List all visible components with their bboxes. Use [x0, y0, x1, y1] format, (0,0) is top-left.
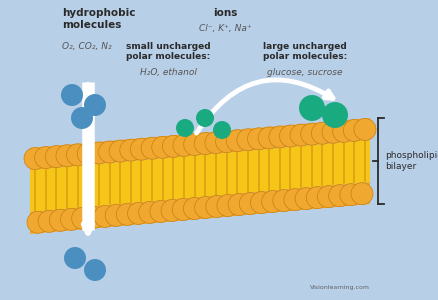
Circle shape	[184, 134, 206, 155]
Circle shape	[228, 194, 250, 215]
Circle shape	[261, 190, 284, 213]
Text: ions: ions	[213, 8, 237, 18]
Circle shape	[322, 121, 344, 143]
Circle shape	[258, 127, 280, 149]
Circle shape	[205, 132, 227, 154]
Circle shape	[88, 142, 110, 164]
Circle shape	[290, 124, 312, 146]
Circle shape	[141, 137, 163, 159]
Circle shape	[301, 123, 323, 145]
Circle shape	[72, 207, 94, 230]
Circle shape	[184, 197, 205, 220]
Circle shape	[247, 128, 269, 150]
Circle shape	[273, 190, 295, 211]
Circle shape	[311, 122, 333, 144]
Circle shape	[215, 131, 237, 153]
Circle shape	[217, 194, 239, 217]
Circle shape	[84, 259, 106, 281]
FancyArrowPatch shape	[197, 80, 333, 133]
Circle shape	[306, 187, 328, 208]
Text: small uncharged
polar molecules:: small uncharged polar molecules:	[126, 42, 210, 62]
Circle shape	[173, 134, 195, 156]
Circle shape	[226, 130, 248, 152]
Circle shape	[35, 147, 57, 169]
Circle shape	[194, 196, 216, 218]
Circle shape	[162, 135, 184, 157]
Polygon shape	[30, 118, 370, 170]
Circle shape	[284, 189, 306, 211]
Circle shape	[340, 184, 362, 206]
Text: Visionlearning.com: Visionlearning.com	[310, 285, 370, 290]
Circle shape	[279, 125, 301, 147]
Circle shape	[45, 146, 67, 168]
Circle shape	[105, 204, 127, 226]
Circle shape	[109, 140, 131, 162]
Circle shape	[67, 144, 88, 166]
Polygon shape	[30, 182, 370, 234]
Circle shape	[56, 145, 78, 167]
Circle shape	[318, 186, 339, 208]
Circle shape	[172, 199, 194, 220]
Circle shape	[333, 120, 355, 142]
Circle shape	[127, 202, 149, 224]
Circle shape	[139, 201, 161, 224]
Circle shape	[150, 200, 172, 223]
Circle shape	[299, 95, 325, 121]
Circle shape	[343, 119, 365, 141]
Text: O₂, CO₂, N₂: O₂, CO₂, N₂	[62, 42, 112, 51]
Circle shape	[194, 133, 216, 154]
Text: Cl⁻, K⁺, Na⁺: Cl⁻, K⁺, Na⁺	[199, 24, 251, 33]
Circle shape	[206, 196, 228, 217]
Circle shape	[322, 102, 348, 128]
Circle shape	[49, 209, 71, 231]
Circle shape	[269, 126, 291, 148]
Circle shape	[295, 188, 317, 210]
Circle shape	[94, 206, 116, 227]
Circle shape	[99, 141, 120, 163]
Circle shape	[64, 247, 86, 269]
Circle shape	[328, 185, 351, 207]
Circle shape	[152, 136, 174, 158]
Circle shape	[84, 94, 106, 116]
Circle shape	[131, 138, 152, 160]
Circle shape	[351, 183, 373, 205]
Circle shape	[239, 193, 261, 214]
Circle shape	[24, 148, 46, 169]
Circle shape	[237, 129, 259, 151]
Circle shape	[196, 109, 214, 127]
Circle shape	[176, 119, 194, 137]
Circle shape	[120, 139, 142, 161]
Circle shape	[117, 203, 138, 225]
Circle shape	[71, 107, 93, 129]
Text: H₂O, ethanol: H₂O, ethanol	[140, 68, 196, 77]
Text: large uncharged
polar molecules:: large uncharged polar molecules:	[263, 42, 347, 62]
Circle shape	[60, 208, 82, 230]
Polygon shape	[30, 140, 370, 212]
Circle shape	[161, 200, 183, 221]
Circle shape	[354, 118, 376, 140]
Circle shape	[83, 206, 105, 228]
Circle shape	[77, 143, 99, 165]
Circle shape	[61, 84, 83, 106]
Text: phospholipid
bilayer: phospholipid bilayer	[385, 151, 438, 171]
Circle shape	[38, 210, 60, 232]
Circle shape	[27, 211, 49, 233]
Circle shape	[213, 121, 231, 139]
Text: glucose, sucrose: glucose, sucrose	[267, 68, 343, 77]
Circle shape	[251, 192, 272, 214]
Text: hydrophobic
molecules: hydrophobic molecules	[62, 8, 135, 30]
